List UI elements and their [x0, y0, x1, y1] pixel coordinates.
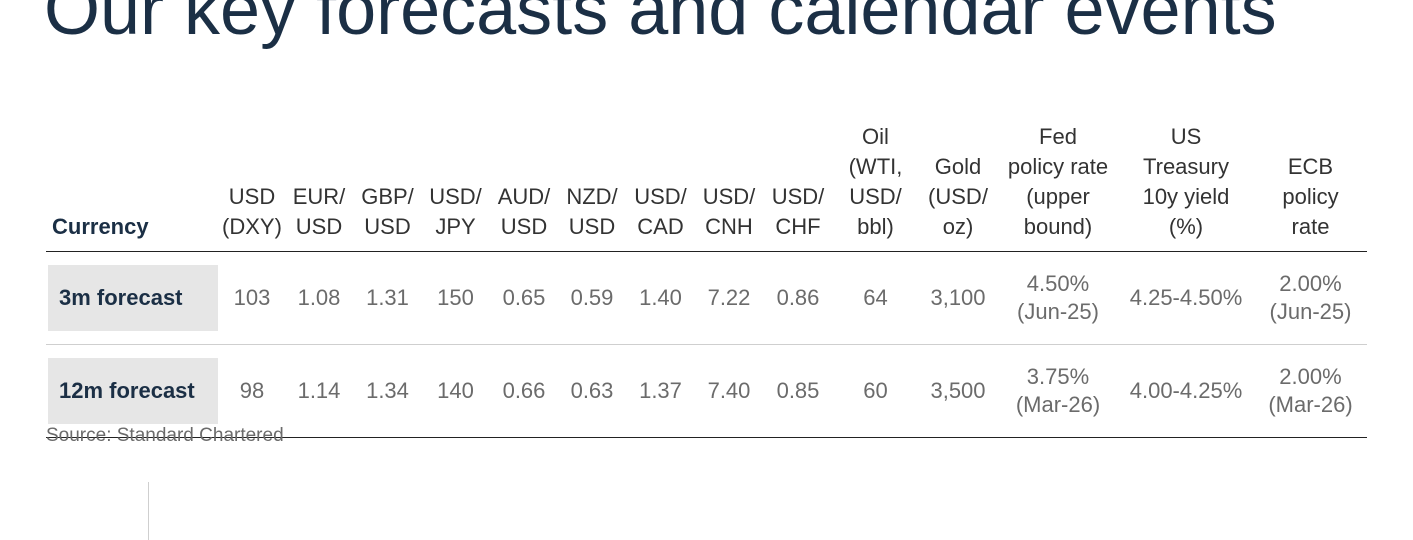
- table-cell: 0.66: [490, 344, 558, 438]
- table-cell: 1.37: [626, 344, 695, 438]
- header-usd-dxy: USD (DXY): [220, 122, 284, 252]
- table-cell: 150: [421, 251, 490, 345]
- table-cell: 4.00-4.25%: [1118, 344, 1254, 438]
- table-cell: 60: [833, 344, 918, 438]
- table-cell: 0.85: [763, 344, 833, 438]
- table-cell: 0.63: [558, 344, 626, 438]
- table-cell: 3,500: [918, 344, 998, 438]
- table-cell: 0.86: [763, 251, 833, 345]
- table-cell: 1.08: [284, 251, 354, 345]
- header-nzd-usd: NZD/USD: [558, 122, 626, 252]
- header-us-treasury: US Treasury 10y yield (%): [1118, 122, 1254, 252]
- table-cell: 64: [833, 251, 918, 345]
- header-usd-cad: USD/CAD: [626, 122, 695, 252]
- header-currency: Currency: [46, 122, 220, 252]
- divider-line: [148, 482, 149, 540]
- table-cell: 0.65: [490, 251, 558, 345]
- header-gold: Gold (USD/oz): [918, 122, 998, 252]
- table-cell: 140: [421, 344, 490, 438]
- table-row: 3m forecast 103 1.08 1.31 150 0.65 0.59 …: [46, 251, 1367, 345]
- header-ecb-policy-rate: ECB policy rate: [1254, 122, 1367, 252]
- row-label-cell: 12m forecast: [46, 344, 220, 438]
- header-usd-cnh: USD/CNH: [695, 122, 763, 252]
- table-cell: 4.25-4.50%: [1118, 251, 1254, 345]
- table-header-row: Currency USD (DXY) EUR/USD GBP/USD USD/JP…: [46, 122, 1367, 252]
- table-cell: 3.75% (Mar-26): [998, 344, 1118, 438]
- header-gbp-usd: GBP/USD: [354, 122, 421, 252]
- table-cell: 7.22: [695, 251, 763, 345]
- header-aud-usd: AUD/USD: [490, 122, 558, 252]
- source-note: Source: Standard Chartered: [46, 425, 284, 446]
- table-cell: 1.34: [354, 344, 421, 438]
- table-cell: 1.40: [626, 251, 695, 345]
- page-title: Our key forecasts and calendar events: [44, 0, 1277, 50]
- table-cell: 4.50% (Jun-25): [998, 251, 1118, 345]
- table-cell: 3,100: [918, 251, 998, 345]
- header-eur-usd: EUR/USD: [284, 122, 354, 252]
- header-usd-chf: USD/CHF: [763, 122, 833, 252]
- table-cell: 1.14: [284, 344, 354, 438]
- table-cell: 2.00% (Jun-25): [1254, 251, 1367, 345]
- table-cell: 7.40: [695, 344, 763, 438]
- header-fed-policy-rate: Fed policy rate (upper bound): [998, 122, 1118, 252]
- row-label-cell: 3m forecast: [46, 251, 220, 345]
- table-cell: 1.31: [354, 251, 421, 345]
- table-cell: 103: [220, 251, 284, 345]
- header-oil: Oil (WTI, USD/bbl): [833, 122, 918, 252]
- table-cell: 0.59: [558, 251, 626, 345]
- table-cell: 2.00% (Mar-26): [1254, 344, 1367, 438]
- header-usd-jpy: USD/JPY: [421, 122, 490, 252]
- row-label: 3m forecast: [48, 265, 218, 331]
- forecast-table: Currency USD (DXY) EUR/USD GBP/USD USD/JP…: [46, 122, 1367, 438]
- table-cell: 98: [220, 344, 284, 438]
- table-row: 12m forecast 98 1.14 1.34 140 0.66 0.63 …: [46, 344, 1367, 438]
- row-label: 12m forecast: [48, 358, 218, 424]
